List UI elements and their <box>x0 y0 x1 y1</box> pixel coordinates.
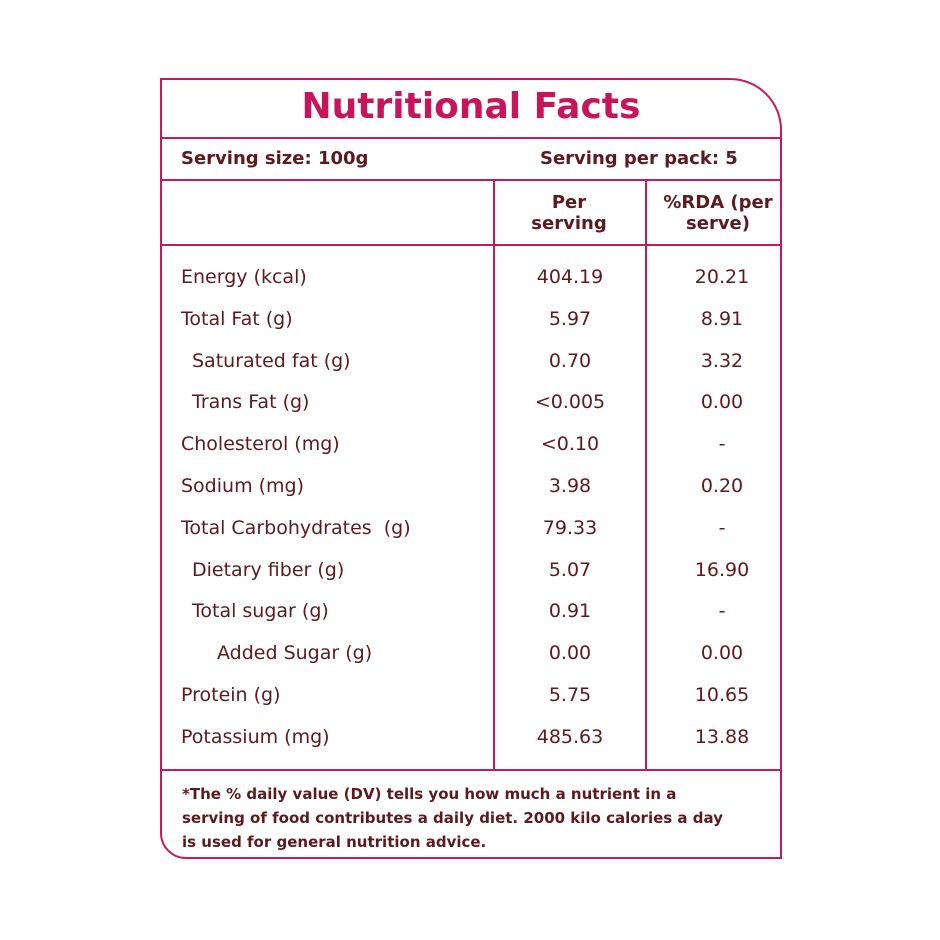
nutrient-value: <0.005 <box>534 391 606 414</box>
nutrient-name: Added Sugar (g) <box>217 642 373 665</box>
nutrient-value: 0.20 <box>700 475 744 497</box>
divider <box>162 179 780 181</box>
nutrient-name: Total sugar (g) <box>192 600 329 623</box>
nutrient-value: 5.07 <box>548 558 592 581</box>
nutrient-value: 20.21 <box>694 266 750 288</box>
nutrient-value: - <box>718 433 726 456</box>
nutrient-name: Dietary fiber (g) <box>192 558 345 581</box>
nutrient-value: <0.10 <box>540 433 600 456</box>
nutrient-name: Total Fat (g) <box>181 307 293 330</box>
nutrient-value: 16.90 <box>694 558 750 581</box>
column-header: %RDA (per serve) <box>663 192 773 234</box>
nutrient-value: 0.00 <box>548 642 592 665</box>
nutrient-name: Potassium (mg) <box>181 725 330 748</box>
title: Nutritional Facts <box>301 86 641 127</box>
nutrient-value: 0.00 <box>700 391 744 414</box>
nutrient-value: 485.63 <box>536 725 604 748</box>
nutrient-value: 10.65 <box>694 684 750 706</box>
nutrient-name: Trans Fat (g) <box>192 391 310 414</box>
nutrient-value: 3.32 <box>700 349 744 372</box>
nutrient-value: 0.91 <box>548 600 592 623</box>
column-divider <box>493 180 495 769</box>
nutrient-name: Cholesterol (mg) <box>181 433 340 456</box>
nutrient-name: Protein (g) <box>181 684 281 706</box>
nutrient-value: 5.97 <box>548 307 592 330</box>
nutrient-value: 3.98 <box>548 475 592 497</box>
nutrient-name: Saturated fat (g) <box>192 349 351 372</box>
nutrient-name: Energy (kcal) <box>181 266 307 288</box>
column-divider <box>645 180 647 769</box>
column-header: Per serving <box>531 192 607 234</box>
nutrient-value: 5.75 <box>548 684 592 706</box>
nutrition-card: Nutritional Facts Serving size: 100g Ser… <box>160 78 782 859</box>
serving-size: Serving size: 100g <box>181 148 369 169</box>
divider <box>162 137 780 139</box>
nutrient-value: 0.70 <box>548 349 592 372</box>
nutrient-name: Total Carbohydrates (g) <box>181 516 411 539</box>
serving-per-pack: Serving per pack: 5 <box>540 148 738 169</box>
nutrient-value: 79.33 <box>542 516 598 539</box>
nutrient-value: 0.00 <box>700 642 744 665</box>
nutrient-name: Sodium (mg) <box>181 475 305 497</box>
nutrient-value: 13.88 <box>694 725 750 748</box>
footnote: *The % daily value (DV) tells you how mu… <box>182 785 723 851</box>
divider <box>162 769 780 771</box>
divider <box>162 244 780 246</box>
nutrient-value: 8.91 <box>700 307 744 330</box>
nutrient-value: - <box>718 600 726 623</box>
nutrient-value: 404.19 <box>536 266 604 288</box>
nutrient-value: - <box>718 516 726 539</box>
